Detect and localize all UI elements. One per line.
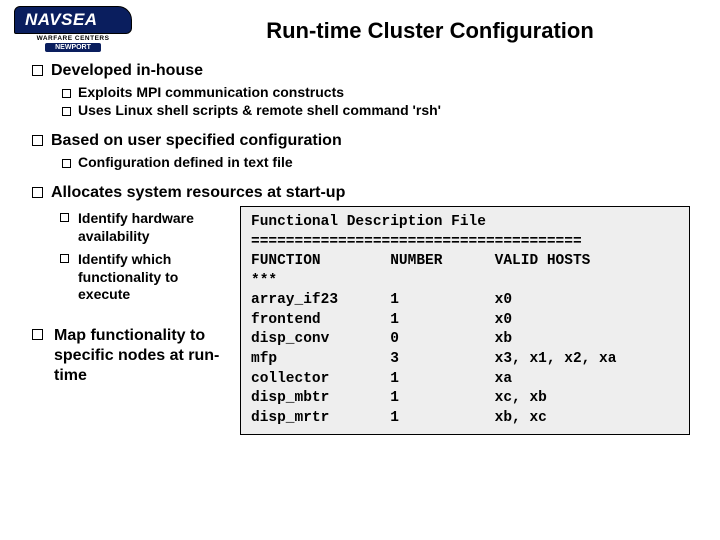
square-bullet-icon — [32, 187, 43, 198]
left-column: Identify hardware availability Identify … — [32, 206, 222, 435]
square-bullet-icon — [62, 89, 71, 98]
logo-location: NEWPORT — [45, 43, 101, 52]
bullet-4-text: Map functionality to specific nodes at r… — [54, 326, 222, 386]
square-bullet-icon — [60, 254, 69, 263]
bullet-3: Allocates system resources at start-up I… — [32, 184, 690, 435]
bullet-1-text: Developed in-house — [51, 62, 203, 79]
bullet-list: Developed in-house Exploits MPI communic… — [32, 62, 690, 435]
sub-text: Configuration defined in text file — [78, 154, 293, 170]
code-box: Functional Description File ============… — [240, 206, 690, 435]
bullet-2: Based on user specified configuration Co… — [32, 132, 690, 170]
navsea-logo: NAVSEA WARFARE CENTERS NEWPORT — [14, 6, 132, 52]
logo-main: NAVSEA — [14, 6, 132, 34]
logo-sub: WARFARE CENTERS — [14, 35, 132, 42]
square-bullet-icon — [60, 213, 69, 222]
square-bullet-icon — [32, 135, 43, 146]
sub-text: Identify which functionality to execute — [78, 251, 222, 304]
sub-text: Uses Linux shell scripts & remote shell … — [78, 102, 441, 118]
bullet-2-text: Based on user specified configuration — [51, 132, 342, 149]
sub-text: Identify hardware availability — [78, 210, 222, 245]
bullet-3-text: Allocates system resources at start-up — [51, 184, 345, 201]
square-bullet-icon — [32, 65, 43, 76]
bullet-1: Developed in-house Exploits MPI communic… — [32, 62, 690, 118]
square-bullet-icon — [32, 329, 43, 340]
sub-text: Exploits MPI communication constructs — [78, 84, 344, 100]
square-bullet-icon — [62, 159, 71, 168]
page-title: Run-time Cluster Configuration — [170, 18, 690, 44]
square-bullet-icon — [62, 107, 71, 116]
